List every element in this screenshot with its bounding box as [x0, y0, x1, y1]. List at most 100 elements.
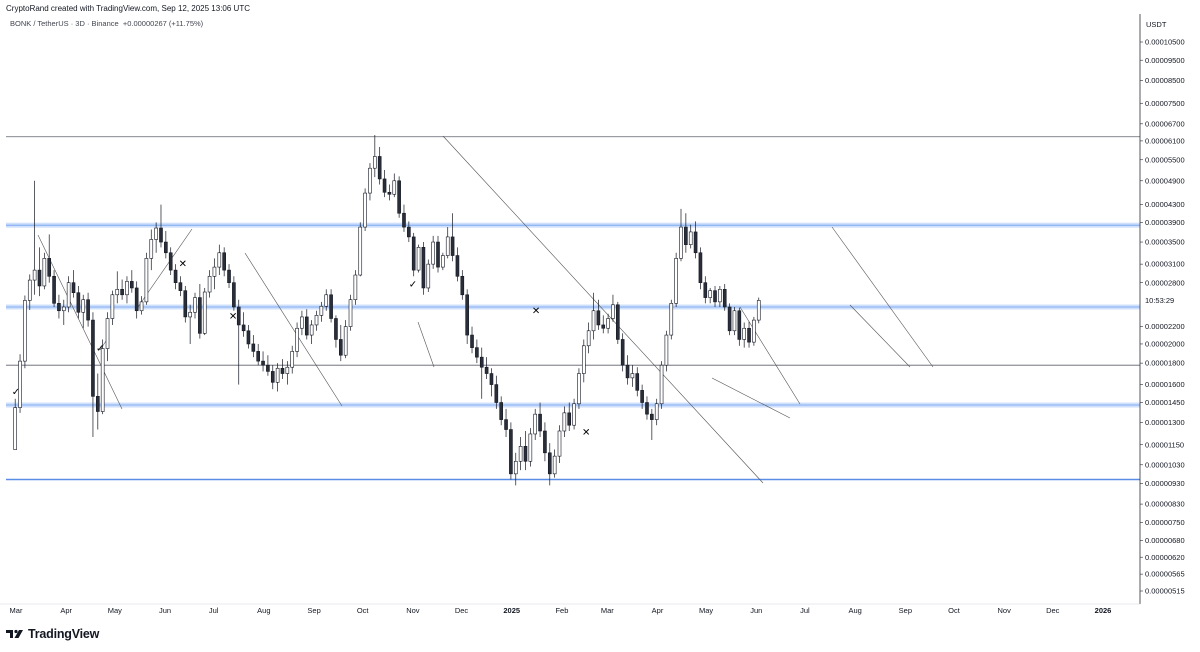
candle-body-up [149, 239, 154, 259]
candle-78 [392, 173, 397, 198]
candle-body-down [509, 429, 513, 475]
candle-body-down [421, 247, 426, 289]
time-tick-21: Dec [1046, 606, 1060, 615]
candle-41 [212, 258, 217, 290]
candle-108 [538, 402, 542, 437]
candle-body-down [270, 371, 275, 383]
candle-101 [504, 408, 508, 437]
candle-4 [32, 180, 37, 295]
candle-147 [727, 303, 732, 336]
candle-body-down [377, 156, 382, 180]
candle-body-down [91, 319, 95, 397]
candle-93 [465, 289, 469, 344]
candle-body-up [368, 167, 372, 194]
candle-104 [518, 436, 523, 471]
time-tick-0: Mar [10, 606, 23, 615]
tradingview-logo[interactable]: TradingView [6, 627, 99, 641]
candle-54 [275, 363, 280, 392]
candle-body-down [232, 282, 236, 308]
candle-body-up [23, 300, 27, 362]
candle-body-up [348, 299, 353, 327]
time-tick-4: Jul [209, 606, 219, 615]
tradingview-logo-text: TradingView [28, 627, 100, 641]
trendlines [37, 135, 934, 484]
signal-marker-3: ✕ [229, 311, 237, 322]
candle-25 [134, 281, 139, 319]
candle-38 [198, 283, 202, 339]
candle-131 [650, 408, 654, 441]
candle-body-down [523, 446, 528, 462]
candle-17 [96, 373, 100, 430]
candle-body-up [659, 364, 664, 405]
candle-body-down [684, 226, 688, 245]
candle-body-down [178, 282, 183, 291]
candle-body-up [441, 255, 445, 268]
candle-body-up [61, 306, 66, 312]
candle-body-up [42, 258, 47, 287]
time-tick-1: Apr [60, 606, 72, 615]
trendline [442, 135, 764, 484]
candle-88 [441, 252, 445, 271]
candle-body-down [198, 297, 202, 334]
candle-body-up [518, 446, 523, 462]
candle-body-down [334, 318, 338, 340]
trendline [739, 306, 801, 405]
candle-body-down [387, 191, 392, 195]
candle-body-down [543, 430, 547, 454]
candle-107 [533, 408, 538, 441]
price-tick-1: 0.00009500 [1145, 56, 1185, 65]
price-tick-16: 0.00001600 [1145, 380, 1185, 389]
time-tick-12: Mar [601, 606, 614, 615]
candle-148 [732, 306, 737, 336]
price-tick-2: 0.00008500 [1145, 76, 1185, 85]
candle-body-down [168, 252, 173, 271]
time-tick-9: Dec [455, 606, 469, 615]
candle-34 [178, 276, 183, 297]
candle-1 [18, 354, 22, 413]
trendline [417, 321, 435, 368]
candle-body-down [489, 373, 494, 385]
candle-110 [547, 443, 552, 486]
candle-55 [280, 359, 285, 379]
candle-body-down [397, 180, 401, 214]
candle-66 [334, 315, 338, 348]
signal-marker-5: ✕ [532, 306, 540, 317]
candle-2 [23, 295, 27, 369]
candle-146 [722, 283, 727, 311]
candle-body-down [455, 255, 460, 277]
time-tick-2: May [108, 606, 122, 615]
price-axis-unit: USDT [1146, 20, 1167, 29]
candle-body-down [251, 343, 256, 352]
candle-79 [397, 176, 401, 218]
time-axis-labels: Mar Apr May Jun Jul Aug Sep Oct Nov Dec 2025 Feb Mar… [10, 606, 1112, 615]
candle-95 [475, 339, 479, 364]
candle-body-down [601, 324, 606, 329]
candle-64 [324, 289, 329, 311]
candle-body-down [246, 330, 251, 345]
candle-body-down [747, 327, 751, 343]
candle-42 [217, 244, 222, 276]
price-tick-15: 0.00001800 [1145, 359, 1185, 368]
candle-body-up [552, 455, 557, 475]
candle-6 [42, 252, 47, 290]
candle-body-down [402, 212, 406, 228]
time-tick-16: Jul [800, 606, 810, 615]
candle-21 [115, 271, 120, 304]
candle-body-up [679, 226, 683, 259]
candle-body-up [32, 269, 37, 281]
candle-body-up [144, 258, 149, 303]
candle-body-up [664, 334, 669, 366]
candle-105 [523, 430, 528, 471]
candle-body-up [188, 311, 192, 318]
candle-body-up [295, 327, 299, 352]
candle-7 [47, 234, 52, 283]
price-tick-13: 0.00002200 [1145, 322, 1185, 331]
candle-body-up [324, 294, 329, 307]
candle-body-up [445, 236, 450, 256]
candle-128 [635, 367, 640, 397]
candle-143 [708, 287, 712, 304]
candle-136 [674, 252, 678, 307]
candle-body-down [436, 241, 440, 268]
price-change: +0.00000267 (+11.75%) [122, 19, 204, 28]
